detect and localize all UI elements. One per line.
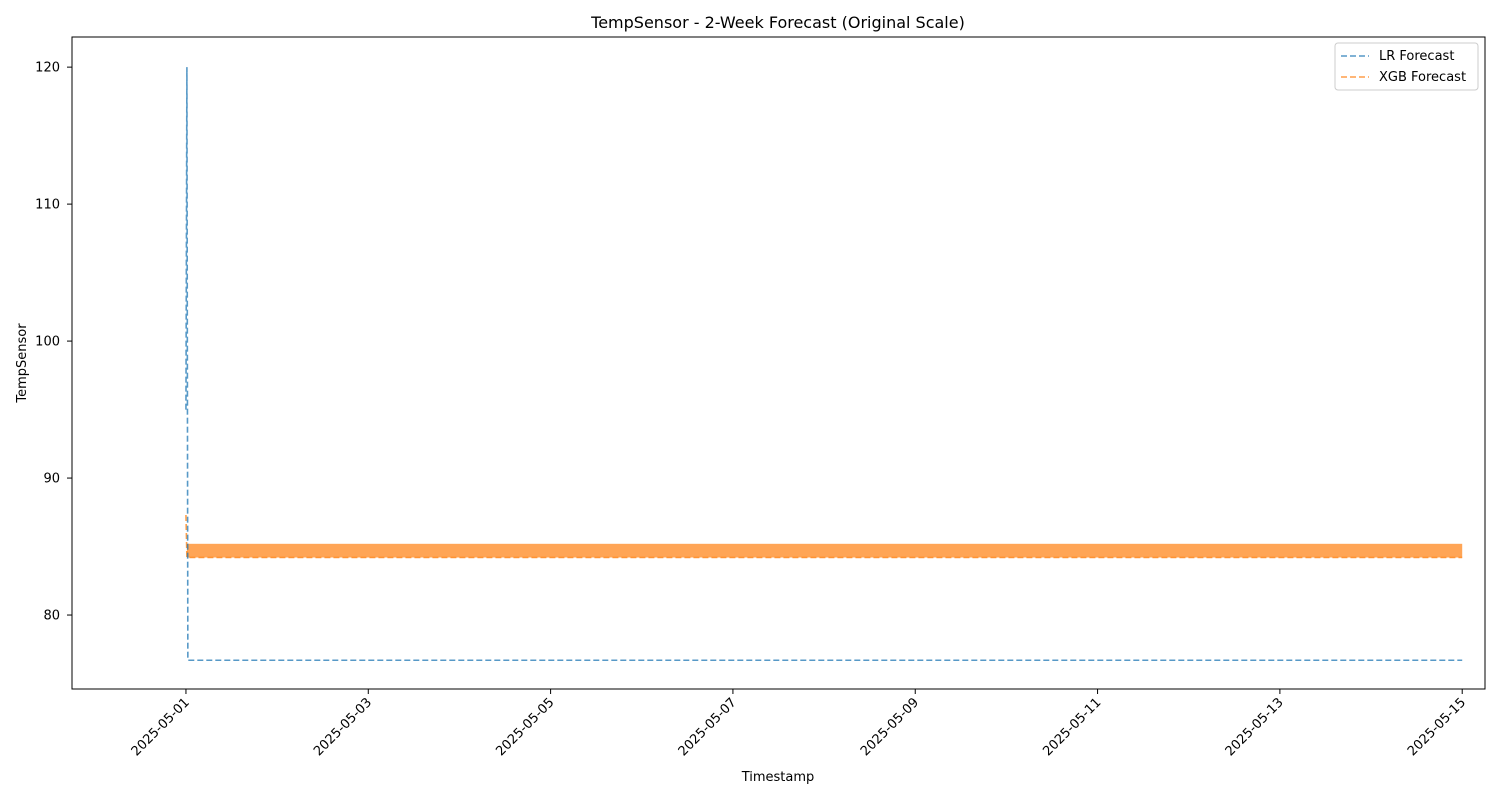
y-tick-label: 100 (35, 335, 60, 350)
legend-box (1334, 42, 1479, 91)
lr-forecast-line (185, 67, 1463, 662)
plot-area (72, 37, 1485, 689)
legend-label-xgb: XGB Forecast (1379, 70, 1466, 85)
y-tick-label: 110 (35, 198, 60, 213)
y-axis-label: TempSensor (15, 323, 30, 404)
y-axis-ticks: 80 90 100 110 120 (35, 61, 72, 624)
series-layer (185, 67, 1463, 662)
y-tick-label: 120 (35, 61, 60, 76)
x-axis-label: Timestamp (741, 770, 815, 785)
y-tick-label: 90 (43, 472, 60, 487)
xgb-forecast-oscillation (186, 543, 1463, 558)
legend-label-lr: LR Forecast (1379, 49, 1454, 64)
plot-frame (71, 36, 1486, 690)
xgb-forecast-line (185, 515, 1463, 559)
legend: LR Forecast XGB Forecast (1334, 42, 1479, 91)
chart-title: TempSensor - 2-Week Forecast (Original S… (590, 13, 965, 32)
y-tick-label: 80 (43, 609, 60, 624)
